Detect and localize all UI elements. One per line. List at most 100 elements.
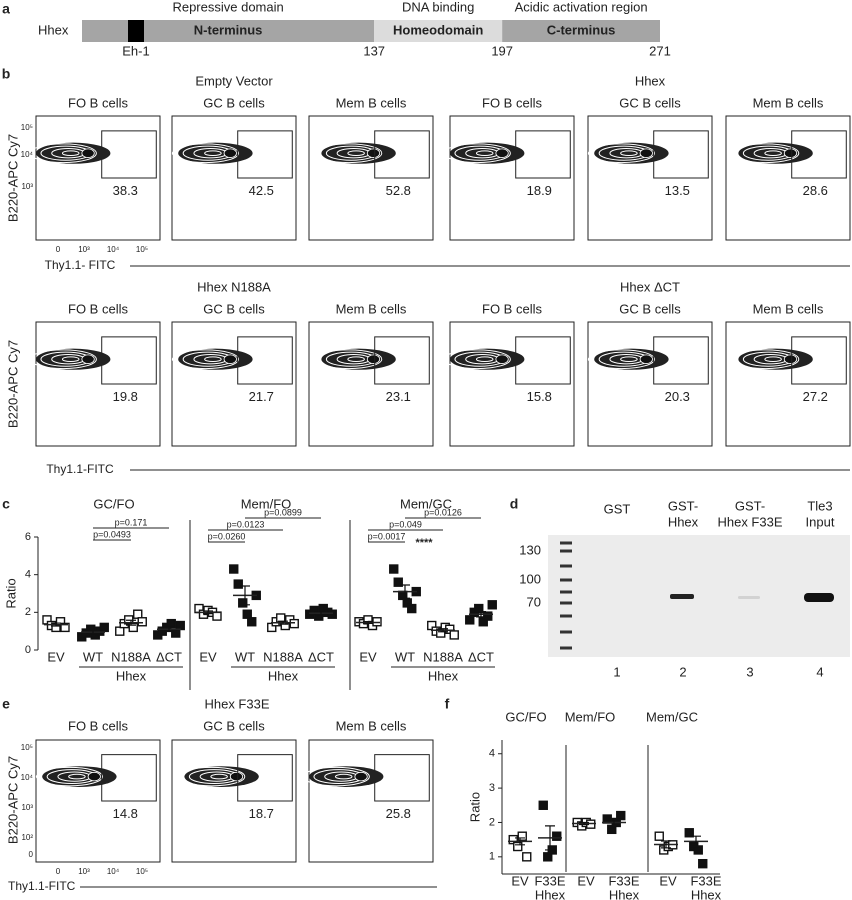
protein-name: Hhex xyxy=(38,22,69,37)
panel-label: c xyxy=(2,496,10,512)
panel-label: f xyxy=(445,696,450,712)
group-label: Hhex xyxy=(268,668,299,683)
data-point xyxy=(115,626,125,636)
density-contour xyxy=(29,349,97,370)
cell-type: FO B cells xyxy=(482,301,542,316)
density-contour xyxy=(347,356,365,363)
density-contour xyxy=(204,356,222,363)
density-core xyxy=(354,771,368,782)
p-value: p=0.171 xyxy=(115,517,148,527)
plot-frame xyxy=(171,115,297,241)
group-title: Hhex xyxy=(635,73,666,88)
ladder-band xyxy=(560,541,572,545)
density-contour xyxy=(475,150,494,157)
error-bar xyxy=(240,585,250,606)
x-tick-label: EV xyxy=(359,649,377,664)
panel-label: a xyxy=(2,1,10,17)
cell-type: GC B cells xyxy=(203,301,265,316)
x-tick-label: 10⁵ xyxy=(136,867,148,876)
gate-value: 21.7 xyxy=(249,389,274,404)
density-contour xyxy=(587,349,656,370)
cell-density xyxy=(450,142,525,164)
domain-name: Homeodomain xyxy=(393,22,483,37)
lane-header: GST- xyxy=(668,498,698,513)
density-contour xyxy=(171,143,240,164)
density-core xyxy=(495,148,509,158)
domain-function: Acidic activation region xyxy=(515,0,648,14)
density-contour xyxy=(302,766,370,787)
data-point xyxy=(487,600,497,610)
error-bar xyxy=(476,610,486,618)
lane-header: GST- xyxy=(735,498,765,513)
x-tick-label: ΔCT xyxy=(156,649,182,664)
data-point xyxy=(133,609,143,619)
x-tick-label: 10³ xyxy=(78,245,90,254)
cell-type: FO B cells xyxy=(68,718,128,733)
p-value: p=0.0123 xyxy=(227,519,265,529)
x-tick-label: F33E xyxy=(608,873,639,888)
subplot-title: GC/FO xyxy=(93,496,134,511)
cell-type: FO B cells xyxy=(68,95,128,110)
data-point xyxy=(229,564,239,574)
cell-density xyxy=(321,348,396,370)
x-tick-label: Hhex xyxy=(691,887,722,900)
error-bar xyxy=(316,611,326,616)
data-point xyxy=(393,577,403,587)
y-tick-label: 2 xyxy=(489,816,495,828)
cell-type: GC B cells xyxy=(619,95,681,110)
density-core xyxy=(639,354,653,364)
domain-function: Repressive domain xyxy=(172,0,283,14)
plot-frame xyxy=(587,115,713,241)
y-axis-label: B220-APC Cy7 xyxy=(5,134,20,222)
data-point xyxy=(242,609,252,619)
data-point xyxy=(483,611,493,621)
y-tick-label: 3 xyxy=(489,782,495,794)
data-point xyxy=(522,852,532,862)
x-tick-label: 10³ xyxy=(78,867,90,876)
band xyxy=(670,594,694,599)
density-core xyxy=(366,148,381,158)
error-bar xyxy=(545,825,555,851)
x-tick-label: EV xyxy=(511,873,529,888)
x-tick-label: N188A xyxy=(111,649,151,664)
data-point xyxy=(238,598,248,608)
boundary-label: 137 xyxy=(363,43,385,58)
cell-density xyxy=(321,142,396,164)
gate xyxy=(791,336,847,385)
x-tick-label: EV xyxy=(47,649,65,664)
gate-value: 18.9 xyxy=(527,183,552,198)
data-point xyxy=(654,831,664,841)
domain-function: DNA binding xyxy=(402,0,474,14)
gate-value: 38.3 xyxy=(113,183,138,198)
x-tick-label: 0 xyxy=(56,867,61,876)
density-core xyxy=(783,148,798,158)
plot-frame xyxy=(171,321,297,447)
band xyxy=(738,596,760,599)
x-tick-label: F33E xyxy=(534,873,565,888)
density-core xyxy=(81,354,95,364)
y-tick-label: 0 xyxy=(25,644,31,656)
data-point xyxy=(449,630,459,640)
density-contour xyxy=(210,773,228,780)
band xyxy=(804,593,834,602)
density-contour xyxy=(315,349,383,370)
data-point xyxy=(289,618,299,629)
data-point xyxy=(552,831,562,841)
data-point xyxy=(166,618,176,629)
y-tick-label: 10⁴ xyxy=(21,773,34,782)
gate-value: 15.8 xyxy=(527,389,552,404)
group-label: Hhex xyxy=(428,668,459,683)
cell-type: Mem B cells xyxy=(753,301,824,316)
cell-type: Mem B cells xyxy=(336,95,407,110)
data-point xyxy=(247,617,257,627)
plot-frame xyxy=(449,115,575,241)
ladder-band xyxy=(560,578,572,582)
lane-number: 3 xyxy=(746,664,753,679)
ladder-band xyxy=(560,646,572,650)
x-tick-label: N188A xyxy=(423,649,463,664)
data-point xyxy=(616,810,626,821)
data-point xyxy=(407,603,417,614)
lane-header: Hhex xyxy=(668,514,699,529)
domain xyxy=(374,20,503,42)
